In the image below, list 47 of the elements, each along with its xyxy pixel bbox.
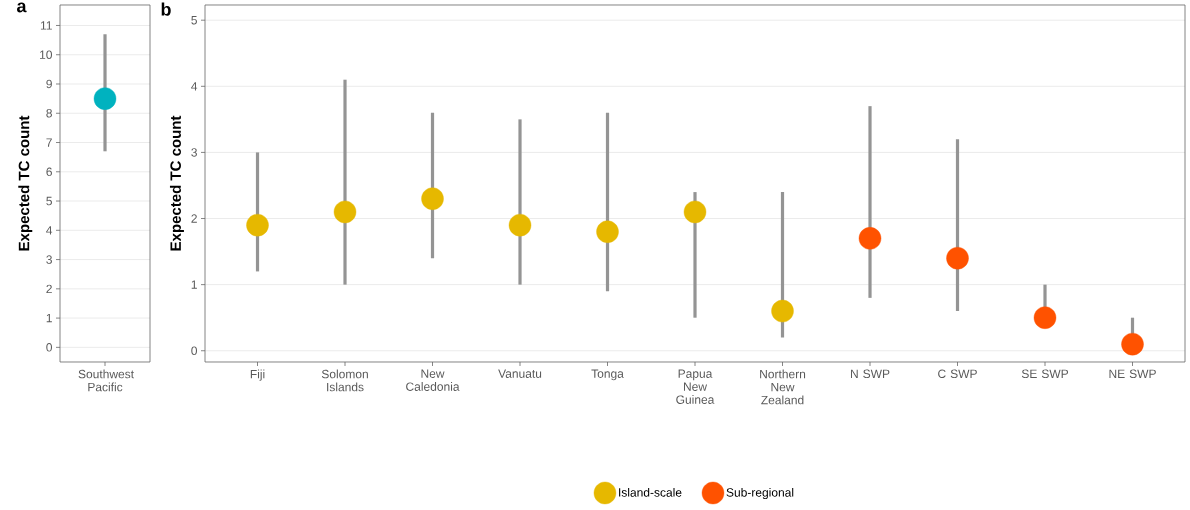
x-tick-label: Fiji — [250, 369, 265, 381]
x-tick-label: N SWP — [851, 369, 890, 379]
point — [333, 200, 357, 224]
y-tick-label: 10 — [40, 50, 53, 59]
y-tick-label: 2 — [191, 214, 197, 223]
y-tick-label: 6 — [46, 167, 52, 177]
y-axis-title: Expected TC count — [169, 115, 184, 251]
y-tick-label: 5 — [46, 196, 52, 206]
y-axis-title: Expected TC count — [18, 115, 33, 251]
x-tick-label: Solomon Islands — [321, 369, 368, 392]
point — [421, 187, 444, 210]
point — [858, 227, 882, 250]
x-tick-label: New Caledonia — [406, 369, 460, 391]
y-tick-label: 8 — [46, 109, 52, 118]
x-tick-label: Tonga — [591, 369, 624, 381]
legend-label: Island-scale — [619, 487, 682, 497]
x-tick-label: NE SWP — [1109, 369, 1156, 379]
point — [1121, 332, 1144, 356]
chart-title: a — [17, 2, 27, 13]
y-tick-label: 5 — [191, 16, 197, 25]
legend-label: Sub-regional — [726, 487, 794, 500]
point — [246, 213, 269, 237]
point — [508, 213, 532, 237]
point — [946, 247, 969, 270]
point — [771, 299, 794, 323]
x-tick-label: Papua New Guinea — [676, 369, 715, 404]
chart-title: b — [161, 2, 171, 16]
y-tick-label: 11 — [40, 21, 52, 30]
point — [683, 200, 707, 224]
y-tick-label: 3 — [46, 255, 52, 264]
y-tick-label: 0 — [46, 343, 53, 352]
y-tick-label: 4 — [46, 226, 53, 235]
point — [596, 220, 619, 243]
x-tick-label: Vanuatu — [498, 369, 542, 378]
y-tick-label: 1 — [191, 280, 197, 289]
x-tick-label: Southwest Pacific — [78, 369, 134, 392]
y-tick-label: 3 — [191, 148, 197, 157]
y-tick-label: 4 — [191, 82, 198, 91]
x-tick-label: SE SWP — [1021, 369, 1069, 379]
y-tick-label: 1 — [46, 313, 52, 323]
x-tick-label: Northern New Zealand — [760, 369, 806, 405]
x-tick-label: C SWP — [938, 369, 977, 379]
point — [1033, 306, 1057, 329]
y-tick-label: 0 — [191, 346, 198, 355]
y-tick-label: 9 — [46, 79, 52, 89]
y-tick-label: 2 — [46, 284, 52, 294]
y-tick-label: 7 — [46, 138, 52, 147]
